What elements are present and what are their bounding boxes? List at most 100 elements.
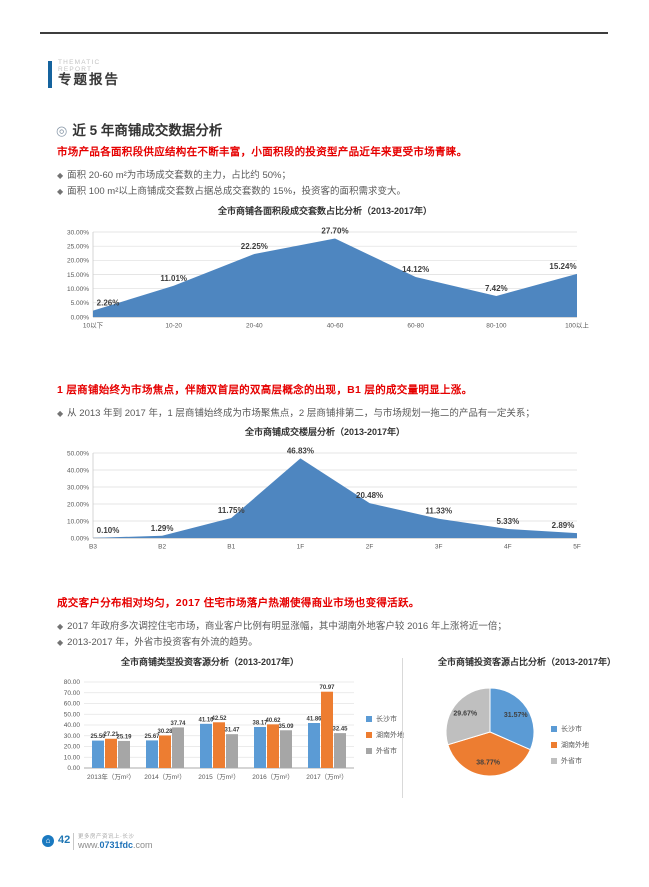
double-circle-icon: ◎: [56, 123, 68, 138]
svg-text:5F: 5F: [573, 544, 581, 551]
legend-label: 长沙市: [376, 716, 397, 723]
section-heading-text: 近 5 年商铺成交数据分析: [72, 123, 223, 138]
svg-text:22.25%: 22.25%: [241, 242, 268, 251]
bar-chart-legend: 长沙市湖南外地外省市: [366, 714, 404, 762]
legend-label: 长沙市: [561, 726, 582, 733]
top-rule: [40, 32, 608, 34]
bullet-text: 面积 100 m²以上商铺成交套数占据总成交套数的 15%，投资客的面积需求变大…: [67, 186, 407, 197]
svg-text:25.00%: 25.00%: [67, 243, 89, 250]
svg-text:2016（万m²）: 2016（万m²）: [252, 773, 294, 781]
chart-title: 全市商铺投资客源占比分析（2013-2017年）: [437, 657, 617, 667]
chart-panel-floors: 全市商铺成交楼层分析（2013-2017年） 0.00% 10.00% 20.00%…: [55, 426, 595, 560]
bullet-text: 2013-2017 年，外省市投资客有外流的趋势。: [67, 637, 258, 648]
svg-text:15.00%: 15.00%: [67, 272, 89, 279]
svg-text:50.00%: 50.00%: [67, 450, 89, 457]
svg-text:41.10: 41.10: [198, 717, 214, 723]
svg-text:38.77%: 38.77%: [476, 760, 501, 767]
diamond-bullet-icon: ◆: [57, 409, 64, 418]
chart-title: 全市商铺成交楼层分析（2013-2017年）: [244, 427, 406, 437]
bullet-item: ◆ 2017 年政府多次调控住宅市场，商业客户比例有明显涨幅，其中湖南外地客户较 …: [57, 618, 507, 632]
svg-text:B3: B3: [89, 544, 97, 551]
legend-entry: 长沙市: [551, 724, 589, 734]
bullet-text: 2017 年政府多次调控住宅市场，商业客户比例有明显涨幅，其中湖南外地客户较 2…: [67, 621, 507, 632]
svg-text:37.74: 37.74: [170, 721, 186, 727]
svg-text:B1: B1: [227, 544, 235, 551]
footer-url-prefix: www.: [78, 840, 100, 850]
svg-text:B2: B2: [158, 544, 166, 551]
svg-text:3F: 3F: [435, 544, 443, 551]
masthead-eyebrow: THEMATIC REPORT: [58, 59, 101, 73]
masthead-accent-bar: [48, 61, 52, 88]
legend-label: 外省市: [376, 748, 397, 755]
legend-entry: 外省市: [551, 756, 589, 766]
bullet-item: ◆ 面积 20-60 m²为市场成交套数的主力，占比约 50%；: [57, 167, 291, 181]
svg-text:20-40: 20-40: [246, 323, 263, 330]
svg-text:5.33%: 5.33%: [497, 517, 520, 526]
svg-text:70.97: 70.97: [319, 685, 335, 691]
svg-text:11.75%: 11.75%: [218, 506, 245, 515]
svg-text:10.00%: 10.00%: [67, 518, 89, 525]
bullet-item: ◆ 面积 100 m²以上商铺成交套数占据总成交套数的 15%，投资客的面积需求变…: [57, 183, 406, 197]
svg-text:40-60: 40-60: [327, 323, 344, 330]
svg-text:29.67%: 29.67%: [453, 711, 478, 718]
svg-text:46.83%: 46.83%: [287, 446, 314, 455]
svg-text:14.12%: 14.12%: [402, 265, 429, 274]
footer-url-suffix: .com: [133, 840, 153, 850]
svg-text:30.00%: 30.00%: [67, 229, 89, 236]
svg-text:10-20: 10-20: [165, 323, 182, 330]
legend-swatch-icon: [551, 758, 557, 764]
legend-label: 湖南外地: [561, 742, 589, 749]
svg-text:2014（万m²）: 2014（万m²）: [144, 773, 186, 781]
headline-area-segments: 市场产品各面积段供应结构在不断丰富，小面积段的投资型产品近年来更受市场青睐。: [57, 146, 468, 158]
legend-swatch-icon: [366, 716, 372, 722]
bullet-item: ◆ 2013-2017 年，外省市投资客有外流的趋势。: [57, 634, 258, 648]
svg-text:30.00%: 30.00%: [67, 484, 89, 491]
svg-text:1.29%: 1.29%: [151, 524, 174, 533]
diamond-bullet-icon: ◆: [57, 622, 64, 631]
chart-panel-investor-types: 全市商铺类型投资客源分析（2013-2017年） 0.00 10.00 20.00 3…: [40, 656, 380, 794]
svg-text:10.00%: 10.00%: [67, 286, 89, 293]
legend-label: 湖南外地: [376, 732, 404, 739]
svg-text:0.10%: 0.10%: [97, 526, 120, 535]
svg-text:30.00: 30.00: [64, 733, 81, 740]
chart-panel-area-segments: 全市商铺各面积段成交套数占比分析（2013-2017年） 0.00% 5.00% 1…: [55, 205, 595, 339]
area-chart-segments-canvas: 0.00% 5.00% 10.00% 15.00% 20.00% 25.00% 30.00%…: [67, 227, 589, 330]
svg-text:4F: 4F: [504, 544, 512, 551]
masthead-title: 专题报告: [58, 72, 120, 87]
svg-text:15.24%: 15.24%: [549, 262, 576, 271]
svg-text:20.00%: 20.00%: [67, 258, 89, 265]
svg-text:100以上: 100以上: [565, 321, 589, 330]
svg-text:0.00%: 0.00%: [71, 314, 90, 321]
svg-text:40.00%: 40.00%: [67, 467, 89, 474]
svg-text:38.17: 38.17: [252, 720, 268, 726]
bar-chart-canvas: 0.00 10.00 20.00 30.00 40.00 50.00 60.00 70.00 8…: [64, 679, 354, 781]
headline-buyers: 成交客户分布相对均匀，2017 住宅市场落户热潮使得商业市场也变得活跃。: [57, 597, 420, 609]
page-number: 42: [58, 834, 71, 846]
footer-text: 更多房产资讯上·长沙 www.0731fdc.com: [78, 832, 153, 850]
legend-swatch-icon: [366, 748, 372, 754]
svg-text:25.67: 25.67: [144, 734, 160, 740]
svg-text:27.21: 27.21: [103, 732, 119, 738]
svg-text:31.57%: 31.57%: [504, 712, 529, 719]
svg-text:70.00: 70.00: [64, 690, 81, 697]
legend-swatch-icon: [366, 732, 372, 738]
svg-text:41.86: 41.86: [306, 717, 322, 723]
svg-text:5.00%: 5.00%: [71, 300, 90, 307]
legend-entry: 湖南外地: [366, 730, 404, 740]
svg-text:2017（万m²）: 2017（万m²）: [306, 773, 348, 781]
bullet-item: ◆ 从 2013 年到 2017 年，1 层商铺始终成为市场聚焦点，2 层商铺排第…: [57, 405, 535, 419]
svg-text:32.45: 32.45: [332, 727, 348, 733]
svg-text:40.00: 40.00: [64, 722, 81, 729]
footer-url[interactable]: www.0731fdc.com: [78, 840, 153, 850]
svg-text:1F: 1F: [297, 544, 305, 551]
svg-text:31.47: 31.47: [224, 728, 240, 734]
footer-tagline: 更多房产资讯上·长沙: [78, 834, 135, 840]
area-chart-floors-canvas: 0.00% 10.00% 20.00% 30.00% 40.00% 50.00% 0.10%…: [67, 446, 581, 551]
svg-text:7.42%: 7.42%: [485, 284, 508, 293]
svg-text:25.19: 25.19: [116, 734, 132, 740]
footer-divider: [73, 833, 74, 850]
panel-divider: [402, 658, 403, 798]
section-heading: ◎ 近 5 年商铺成交数据分析: [56, 119, 222, 139]
svg-text:20.00%: 20.00%: [67, 501, 89, 508]
